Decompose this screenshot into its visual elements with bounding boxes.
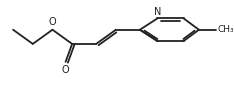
Text: O: O — [49, 17, 56, 27]
Text: O: O — [62, 65, 69, 75]
Text: N: N — [154, 7, 161, 17]
Text: CH₃: CH₃ — [218, 25, 234, 34]
